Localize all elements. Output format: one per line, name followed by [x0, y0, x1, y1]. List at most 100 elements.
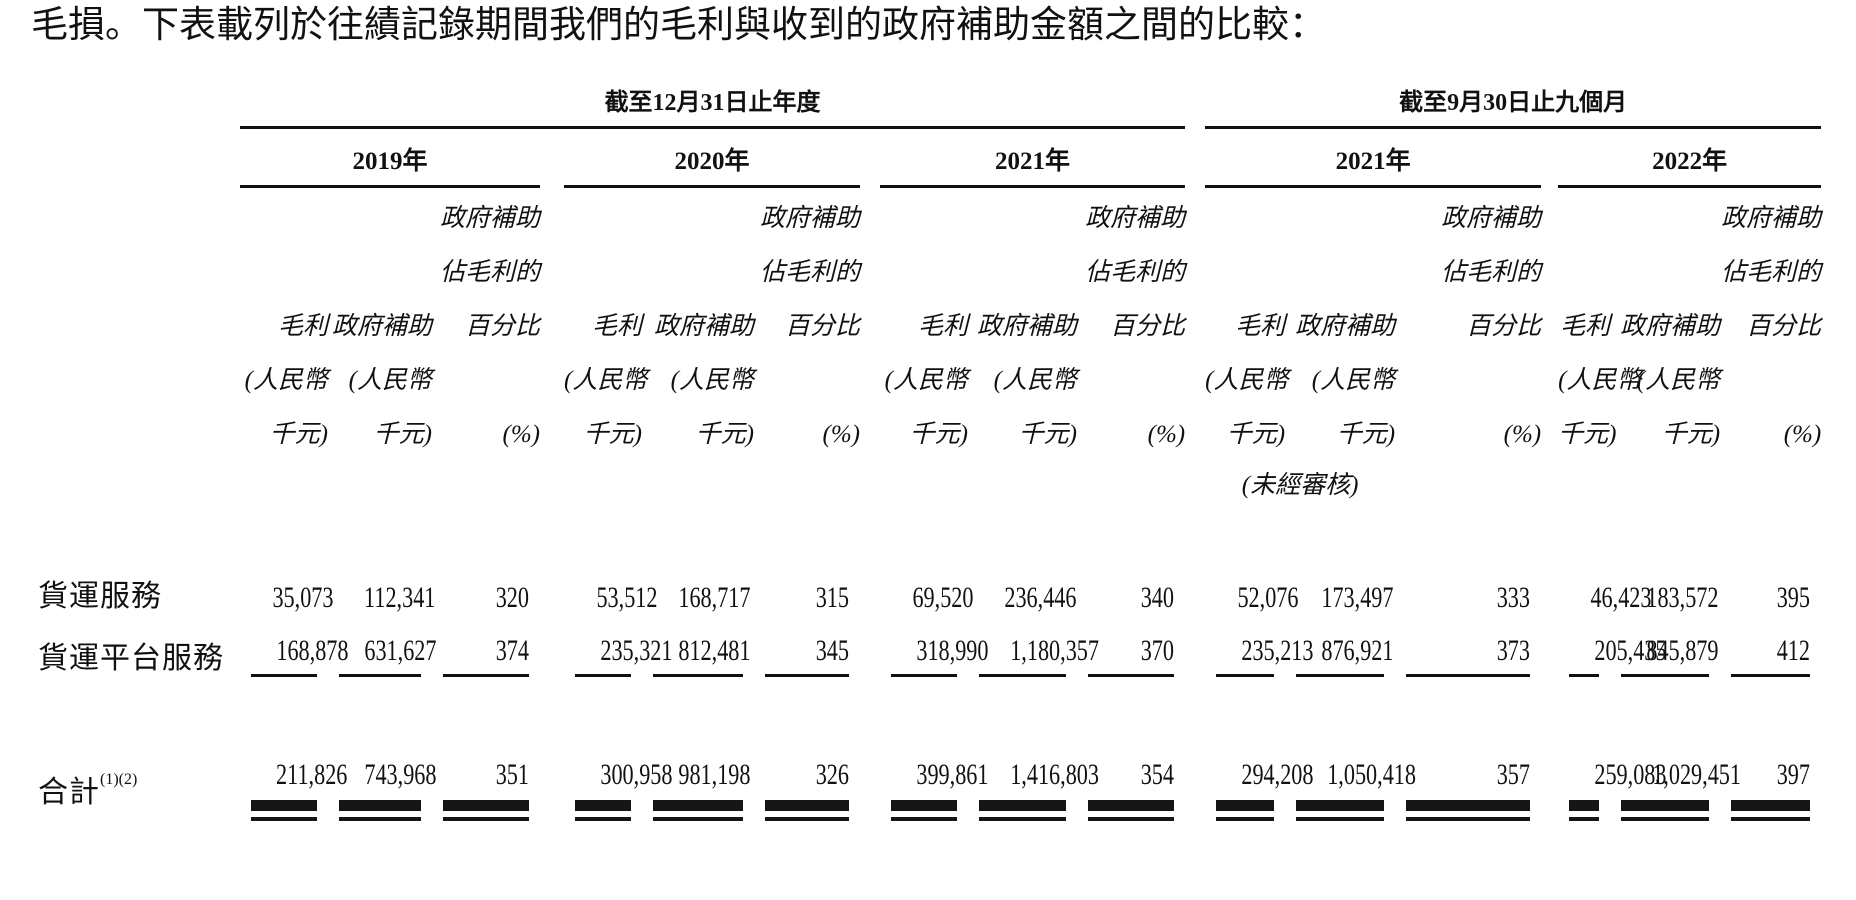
table-row-freight-services: 貨運服務 35,073 112,341 320 53,512 168,717 3…: [30, 560, 1821, 615]
colhead-gross-profit: 毛利 (人民幣 千元): [564, 312, 648, 448]
period-group-sep30: 截至9月30日止九個月: [1205, 61, 1822, 129]
row-label: 貨運平台服務: [38, 641, 224, 675]
year-gutter: [1185, 127, 1205, 186]
group-gutter: [1185, 61, 1205, 127]
year-header-2021: 2021年: [880, 127, 1186, 188]
value-cell: 374: [432, 615, 540, 677]
total-value-cell: 294,208: [1205, 755, 1314, 821]
gutter: [1541, 458, 1558, 508]
blank: [30, 458, 1205, 508]
period-group-dec31: 截至12月31日止年度: [240, 61, 1186, 129]
colhead-gross-profit: 毛利 (人民幣 千元): [1558, 312, 1642, 448]
value-cell: 183,572: [1646, 580, 1719, 614]
gutter: [860, 755, 880, 811]
value-cell: 173,497: [1321, 580, 1394, 614]
gutter: [860, 615, 880, 677]
colhead-gross-profit: 毛利 (人民幣 千元): [884, 312, 968, 448]
value-cell: 235,321: [564, 615, 673, 677]
value-cell: 236,446: [1004, 580, 1077, 614]
gutter: [1541, 755, 1558, 811]
corner-blank: [30, 127, 240, 186]
total-value-cell: 211,826: [240, 755, 347, 821]
row-label: 貨運服務: [38, 579, 162, 613]
value-cell: 1,180,357: [968, 615, 1099, 677]
gutter: [1541, 560, 1558, 615]
unaudited-note: (未經審核): [1241, 471, 1359, 499]
corner-blank: [30, 61, 240, 127]
table-row-total: 合計(1)(2) 211,826 743,968 351 300,958 981…: [30, 755, 1821, 821]
value-cell: 53,512: [596, 580, 658, 614]
colhead-subsidy: 政府補助 (人民幣 千元): [653, 312, 754, 448]
total-value-cell: 300,958: [564, 755, 673, 821]
gutter: [1185, 615, 1205, 677]
table-row-freight-platform-services: 貨運平台服務 168,878 631,627 374 235,321 812,4…: [30, 615, 1821, 677]
gutter: [1185, 560, 1205, 615]
total-value-cell: 743,968: [328, 755, 437, 821]
gutter: [540, 615, 564, 677]
gutter: [860, 560, 880, 615]
gutter: [1541, 615, 1558, 677]
total-label: 合計(1)(2): [38, 770, 138, 809]
gutter: [1185, 186, 1205, 458]
gutter: [540, 186, 564, 458]
total-value-cell: 981,198: [642, 755, 754, 821]
value-cell: 812,481: [642, 615, 754, 677]
corner-blank: [30, 186, 240, 458]
total-value-cell: 259,083: [1558, 755, 1667, 821]
blank: [1395, 458, 1541, 508]
total-value-cell: 1,029,451: [1610, 755, 1741, 821]
gross-profit-vs-subsidy-table: 截至12月31日止年度 截至9月30日止九個月 2019年 2020年 2021…: [30, 61, 1822, 821]
year-header-2021-9m: 2021年: [1205, 127, 1542, 188]
value-cell: 235,213: [1205, 615, 1314, 677]
colhead-percentage: 政府補助 佔毛利的 百分比 (%): [1085, 204, 1186, 448]
year-gutter: [540, 127, 564, 186]
colhead-percentage: 政府補助 佔毛利的 百分比 (%): [759, 204, 860, 448]
gutter: [540, 560, 564, 615]
colhead-subsidy: 政府補助 (人民幣 千元): [1620, 312, 1721, 448]
colhead-percentage: 政府補助 佔毛利的 百分比 (%): [439, 204, 540, 448]
value-cell: 35,073: [272, 580, 334, 614]
period-group-row: 截至12月31日止年度 截至9月30日止九個月: [30, 61, 1822, 129]
value-cell: 631,627: [328, 615, 437, 677]
spacer-row: [30, 508, 1821, 560]
value-cell: 320: [495, 580, 529, 614]
total-value-cell: 1,416,803: [968, 755, 1099, 821]
year-gutter: [860, 127, 880, 186]
colhead-percentage: 政府補助 佔毛利的 百分比 (%): [1441, 204, 1542, 448]
total-value-cell: 399,861: [880, 755, 989, 821]
value-cell: 373: [1395, 615, 1541, 677]
colhead-subsidy: 政府補助 (人民幣 千元): [331, 312, 432, 448]
value-cell: 333: [1496, 580, 1531, 614]
value-cell: 395: [1776, 580, 1811, 614]
value-cell: 205,435: [1558, 615, 1667, 677]
column-header-row: 毛利 (人民幣 千元) 政府補助 (人民幣 千元) 政府補助 佔毛利的 百分比 …: [30, 186, 1822, 458]
total-value-cell: 1,050,418: [1285, 755, 1416, 821]
year-header-2022-9m: 2022年: [1558, 127, 1822, 188]
spacer-row: [30, 677, 1821, 755]
value-cell: 52,076: [1237, 580, 1299, 614]
unaudited-note-row: (未經審核): [30, 458, 1821, 508]
total-value-cell: 326: [754, 755, 860, 821]
colhead-subsidy: 政府補助 (人民幣 千元): [976, 312, 1077, 448]
value-cell: 315: [815, 580, 849, 614]
blank: [1558, 458, 1821, 508]
colhead-percentage: 政府補助 佔毛利的 百分比 (%): [1721, 204, 1822, 448]
colhead-gross-profit: 毛利 (人民幣 千元): [1205, 312, 1289, 448]
year-gutter: [1541, 127, 1558, 186]
gutter: [860, 186, 880, 458]
footnote-reference: (1)(2): [100, 770, 138, 788]
value-cell: 340: [1140, 580, 1175, 614]
gutter: [1185, 755, 1205, 811]
total-value-cell: 351: [432, 755, 540, 821]
gutter: [1541, 186, 1558, 458]
intro-paragraph: 毛損。下表載列於往績記錄期間我們的毛利與收到的政府補助金額之間的比較：: [31, 5, 1326, 46]
year-header-2019: 2019年: [240, 127, 540, 188]
value-cell: 345: [754, 615, 860, 677]
value-cell: 69,520: [912, 580, 974, 614]
year-header-row: 2019年 2020年 2021年 2021年 2022年: [30, 127, 1822, 188]
value-cell: 845,879: [1610, 615, 1720, 677]
value-cell: 412: [1720, 615, 1821, 677]
total-value-cell: 397: [1720, 755, 1821, 821]
total-value-cell: 354: [1077, 755, 1185, 821]
